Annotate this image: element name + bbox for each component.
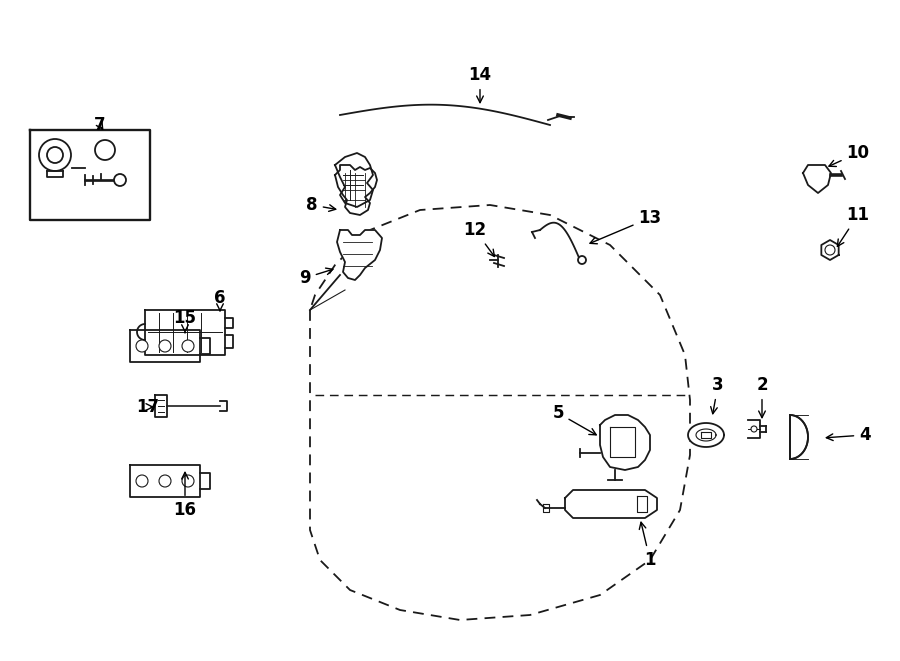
Polygon shape [335,165,377,215]
Text: 7: 7 [94,116,106,134]
Circle shape [95,140,115,160]
Circle shape [182,340,194,352]
Text: 15: 15 [174,309,196,332]
Polygon shape [337,230,382,280]
Polygon shape [145,310,225,355]
Circle shape [39,139,71,171]
Circle shape [751,426,757,432]
Circle shape [159,340,171,352]
Circle shape [47,147,63,163]
Text: 13: 13 [590,209,662,244]
Circle shape [136,340,148,352]
Circle shape [114,174,126,186]
Polygon shape [803,165,831,193]
Text: 9: 9 [299,268,333,287]
Circle shape [136,475,148,487]
Polygon shape [790,415,808,459]
Text: 4: 4 [826,426,871,444]
Circle shape [182,475,194,487]
Text: 16: 16 [174,473,196,519]
Text: 6: 6 [214,289,226,311]
Text: 11: 11 [837,206,869,247]
Text: 2: 2 [756,376,768,418]
Circle shape [159,475,171,487]
Text: 14: 14 [468,66,491,102]
Polygon shape [565,490,657,518]
Circle shape [578,256,586,264]
Circle shape [825,245,835,255]
Text: 5: 5 [553,404,596,435]
Text: 3: 3 [711,376,724,414]
Polygon shape [600,415,650,470]
Text: 12: 12 [464,221,494,256]
Text: 1: 1 [639,522,656,569]
Text: 8: 8 [306,196,336,214]
Polygon shape [130,465,200,497]
Polygon shape [688,423,724,447]
Text: 17: 17 [137,398,159,416]
Polygon shape [822,240,839,260]
Polygon shape [130,330,200,362]
Text: 10: 10 [829,144,869,167]
